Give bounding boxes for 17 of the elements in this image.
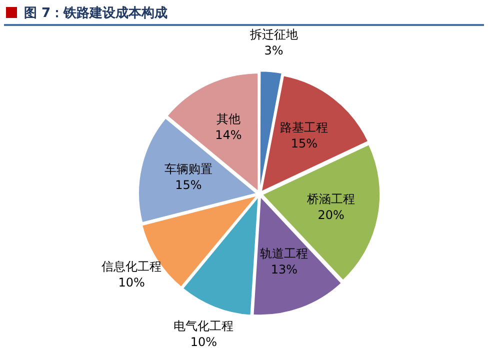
slice-label: 轨道工程: [260, 246, 308, 261]
data-label: 20%: [318, 208, 344, 222]
slice-label: 桥涵工程: [306, 192, 356, 206]
data-label: 15%: [175, 178, 202, 192]
data-label: 15%: [290, 136, 318, 151]
data-label: 14%: [215, 128, 242, 142]
data-label: 13%: [270, 262, 298, 277]
slice-label: 路基工程: [280, 120, 328, 135]
data-label: 10%: [118, 275, 145, 290]
data-label: 3%: [264, 43, 284, 58]
chart-title: 图 7：铁路建设成本构成: [24, 5, 168, 22]
slice-label: 其他: [216, 112, 240, 126]
slice-label: 电气化工程: [174, 318, 234, 333]
slice-label: 拆迁征地: [248, 27, 298, 42]
slice-label: 信息化工程: [102, 259, 162, 274]
data-label: 10%: [190, 334, 218, 349]
slice-label: 车辆购置: [164, 162, 212, 176]
